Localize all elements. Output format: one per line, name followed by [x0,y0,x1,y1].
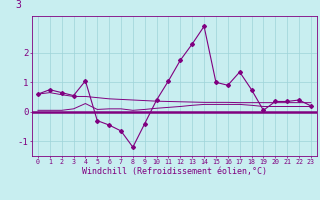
Text: 3: 3 [15,0,21,10]
X-axis label: Windchill (Refroidissement éolien,°C): Windchill (Refroidissement éolien,°C) [82,167,267,176]
